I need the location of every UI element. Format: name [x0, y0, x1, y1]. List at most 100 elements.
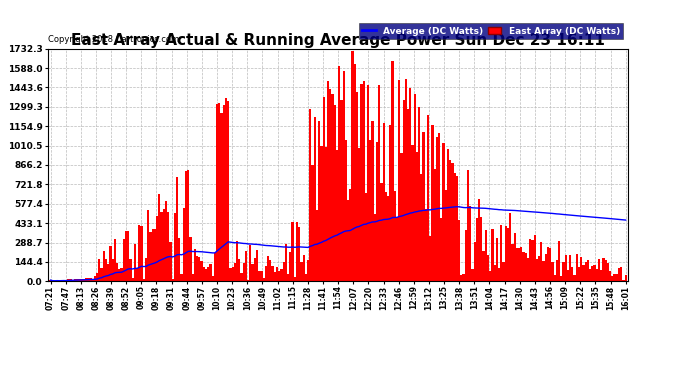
Bar — [285, 244, 287, 281]
Bar — [127, 231, 129, 281]
Bar — [396, 217, 398, 281]
Bar — [260, 272, 263, 281]
Bar — [207, 267, 209, 281]
Bar — [542, 261, 544, 281]
Bar — [311, 165, 314, 281]
Bar — [267, 256, 269, 281]
Bar — [185, 171, 187, 281]
Bar — [147, 210, 149, 281]
Bar — [611, 276, 613, 281]
Bar — [385, 192, 387, 281]
Bar — [609, 271, 611, 281]
Bar — [489, 271, 491, 281]
Bar — [365, 193, 367, 281]
Bar — [132, 278, 134, 281]
Bar — [498, 268, 500, 281]
Bar — [92, 279, 94, 281]
Bar — [442, 143, 444, 281]
Bar — [158, 194, 161, 281]
Bar — [575, 254, 578, 281]
Bar — [218, 104, 220, 281]
Bar — [303, 255, 305, 281]
Title: East Array Actual & Running Average Power Sun Dec 23 16:11: East Array Actual & Running Average Powe… — [71, 33, 605, 48]
Bar — [615, 274, 618, 281]
Bar — [618, 268, 620, 281]
Bar — [291, 222, 294, 281]
Bar — [176, 177, 178, 281]
Bar — [362, 81, 365, 281]
Bar — [349, 189, 351, 281]
Bar — [85, 278, 87, 281]
Bar — [216, 104, 218, 281]
Bar — [149, 232, 152, 281]
Bar — [280, 270, 283, 281]
Bar — [145, 258, 147, 281]
Bar — [491, 230, 493, 281]
Bar — [107, 264, 110, 281]
Bar — [220, 113, 223, 281]
Bar — [300, 261, 303, 281]
Bar — [294, 277, 296, 281]
Bar — [535, 259, 538, 281]
Bar — [340, 100, 342, 281]
Bar — [318, 121, 320, 281]
Bar — [329, 89, 331, 281]
Bar — [540, 242, 542, 281]
Bar — [400, 153, 402, 281]
Bar — [624, 275, 627, 281]
Bar — [238, 258, 240, 281]
Bar — [389, 125, 391, 281]
Bar — [129, 260, 132, 281]
Bar — [214, 253, 216, 281]
Bar — [551, 262, 553, 281]
Bar — [289, 252, 291, 281]
Bar — [87, 278, 90, 281]
Bar — [336, 150, 338, 281]
Bar — [436, 137, 438, 281]
Bar — [598, 259, 600, 281]
Bar — [440, 218, 442, 281]
Bar — [278, 271, 280, 281]
Bar — [203, 267, 205, 281]
Bar — [247, 280, 249, 281]
Bar — [180, 274, 183, 281]
Bar — [136, 268, 138, 281]
Bar — [569, 255, 571, 281]
Bar — [533, 235, 535, 281]
Bar — [325, 147, 327, 281]
Bar — [271, 267, 274, 281]
Bar — [360, 84, 362, 281]
Bar — [478, 199, 480, 281]
Bar — [578, 267, 580, 281]
Bar — [331, 94, 334, 281]
Bar — [223, 105, 225, 281]
Bar — [189, 237, 192, 281]
Bar — [114, 239, 116, 281]
Bar — [538, 256, 540, 281]
Bar — [509, 213, 511, 281]
Bar — [263, 278, 265, 281]
Bar — [460, 275, 462, 281]
Bar — [524, 252, 527, 281]
Bar — [240, 273, 243, 281]
Bar — [123, 239, 125, 281]
Bar — [305, 274, 307, 281]
Bar — [476, 218, 478, 281]
Bar — [580, 257, 582, 281]
Bar — [620, 267, 622, 281]
Bar — [232, 267, 234, 281]
Text: Copyright 2018 Cartronics.com: Copyright 2018 Cartronics.com — [48, 35, 179, 44]
Bar — [464, 230, 467, 281]
Bar — [251, 264, 254, 281]
Bar — [511, 244, 513, 281]
Bar — [453, 172, 456, 281]
Bar — [316, 210, 318, 281]
Bar — [347, 200, 349, 281]
Bar — [427, 116, 429, 281]
Bar — [595, 269, 598, 281]
Bar — [391, 61, 393, 281]
Bar — [287, 274, 289, 281]
Bar — [473, 242, 476, 281]
Bar — [172, 279, 174, 281]
Bar — [371, 121, 373, 281]
